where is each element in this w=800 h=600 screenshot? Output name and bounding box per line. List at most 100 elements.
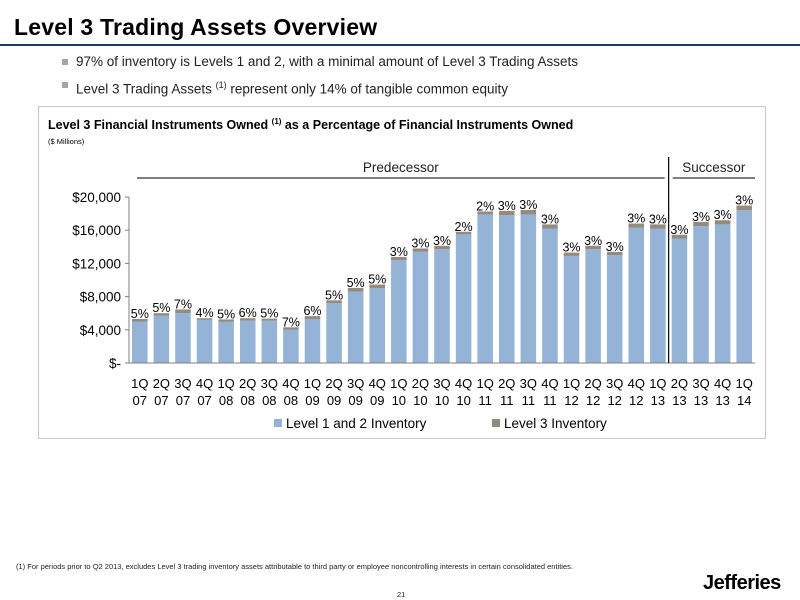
bullet-square-icon: [62, 82, 68, 88]
bar-level-3: [391, 256, 407, 261]
x-tick-label-year: 13: [672, 393, 686, 408]
bar-level-3: [326, 300, 342, 304]
x-tick-label-quarter: 4Q: [455, 376, 472, 391]
bar-level-1-2: [283, 329, 299, 363]
data-label: 5%: [260, 307, 278, 321]
x-tick-label-quarter: 3Q: [692, 376, 709, 391]
bar-level-1-2: [132, 321, 148, 363]
x-tick-label-year: 11: [543, 393, 557, 408]
bar-level-3: [671, 234, 688, 239]
bar-level-1-2: [326, 303, 342, 363]
x-tick-label-quarter: 3Q: [520, 376, 537, 391]
y-tick-label: $20,000: [72, 190, 121, 205]
bar-level-1-2: [563, 255, 580, 363]
bar-level-1-2: [218, 321, 234, 363]
x-tick-label-quarter: 2Q: [412, 376, 429, 391]
x-tick-label-quarter: 1Q: [563, 376, 580, 391]
bar-level-3: [498, 210, 515, 216]
x-tick-label-quarter: 1Q: [736, 376, 753, 391]
x-tick-label-quarter: 3Q: [347, 376, 364, 391]
chart-title-tail: as a Percentage of Financial Instruments…: [281, 118, 574, 133]
x-tick-label-year: 13: [694, 393, 708, 408]
data-label: 3%: [606, 240, 624, 254]
page-number: 21: [397, 590, 406, 599]
x-tick-label-quarter: 3Q: [261, 376, 278, 391]
data-label: 2%: [455, 220, 473, 234]
data-label: 6%: [303, 304, 321, 318]
x-tick-label-year: 12: [607, 393, 621, 408]
title-divider: [0, 44, 800, 46]
bar-level-1-2: [412, 251, 429, 363]
y-tick-label: $12,000: [72, 256, 121, 271]
x-tick-label-quarter: 3Q: [433, 376, 450, 391]
data-label: 5%: [217, 307, 235, 321]
bar-level-1-2: [671, 238, 688, 363]
y-tick-label: $-: [109, 356, 121, 371]
x-tick-label-year: 07: [154, 393, 168, 408]
bar-level-3: [132, 319, 148, 322]
x-tick-label-year: 11: [522, 393, 536, 408]
bar-level-1-2: [391, 260, 407, 363]
chart-title: Level 3 Financial Instruments Owned (1) …: [48, 117, 573, 132]
bar-level-1-2: [520, 214, 537, 363]
bar-level-1-2: [239, 320, 256, 363]
data-label: 3%: [692, 210, 710, 224]
company-logo: Jefferies: [703, 572, 781, 594]
bar-level-1-2: [585, 249, 601, 363]
period-label: Predecessor: [363, 160, 439, 175]
x-tick-label-quarter: 2Q: [325, 376, 342, 391]
legend-swatch: [274, 419, 282, 427]
y-tick-label: $4,000: [80, 323, 121, 338]
x-tick-label-quarter: 1Q: [649, 376, 666, 391]
bar-level-1-2: [369, 288, 386, 363]
x-tick-label-quarter: 1Q: [217, 376, 234, 391]
data-label: 3%: [519, 198, 537, 212]
legend-label: Level 1 and 2 Inventory: [286, 416, 427, 431]
x-tick-label-quarter: 2Q: [671, 376, 688, 391]
bullet-item: 97% of inventory is Levels 1 and 2, with…: [62, 52, 578, 75]
data-label: 7%: [174, 297, 192, 311]
bar-level-1-2: [196, 319, 213, 363]
data-label: 3%: [735, 194, 753, 208]
bar-level-1-2: [736, 210, 752, 363]
data-label: 5%: [325, 288, 343, 302]
bar-level-1-2: [434, 249, 450, 363]
bar-level-3: [196, 318, 213, 320]
data-label: 3%: [562, 241, 580, 255]
bar-level-3: [283, 327, 299, 330]
x-tick-label-year: 07: [176, 393, 190, 408]
bar-level-3: [239, 318, 256, 321]
x-tick-label-year: 08: [262, 393, 276, 408]
bar-level-3: [520, 209, 537, 215]
chart-title-footnote-ref: (1): [271, 117, 282, 126]
data-label: 7%: [282, 315, 300, 329]
x-tick-label-quarter: 2Q: [498, 376, 515, 391]
x-tick-label-year: 10: [456, 393, 470, 408]
bar-level-3: [153, 313, 170, 316]
bar-level-1-2: [261, 320, 278, 363]
x-tick-label-year: 08: [284, 393, 298, 408]
legend-label: Level 3 Inventory: [504, 416, 607, 431]
x-tick-label-quarter: 1Q: [131, 376, 148, 391]
bar-level-3: [434, 245, 450, 250]
bar-level-1-2: [455, 234, 472, 363]
data-label: 4%: [196, 306, 214, 320]
x-tick-label-quarter: 4Q: [714, 376, 731, 391]
bar-level-3: [736, 205, 752, 211]
bar-level-3: [714, 220, 731, 225]
x-tick-label-quarter: 2Q: [239, 376, 256, 391]
bullet-item: Level 3 Trading Assets (1) represent onl…: [62, 75, 578, 98]
data-label: 6%: [239, 306, 257, 320]
x-tick-label-quarter: 1Q: [304, 376, 321, 391]
bar-level-1-2: [175, 313, 191, 363]
x-tick-label-year: 10: [435, 393, 449, 408]
x-tick-label-year: 11: [500, 393, 514, 408]
x-tick-label-year: 13: [651, 393, 665, 408]
x-tick-label-year: 12: [629, 393, 643, 408]
x-tick-label-year: 11: [478, 393, 492, 408]
page-title: Level 3 Trading Assets Overview: [14, 14, 378, 40]
bar-level-1-2: [498, 215, 515, 363]
legend-swatch: [492, 419, 500, 427]
bar-level-3: [261, 318, 278, 321]
bullet-footnote-ref: (1): [215, 80, 227, 90]
